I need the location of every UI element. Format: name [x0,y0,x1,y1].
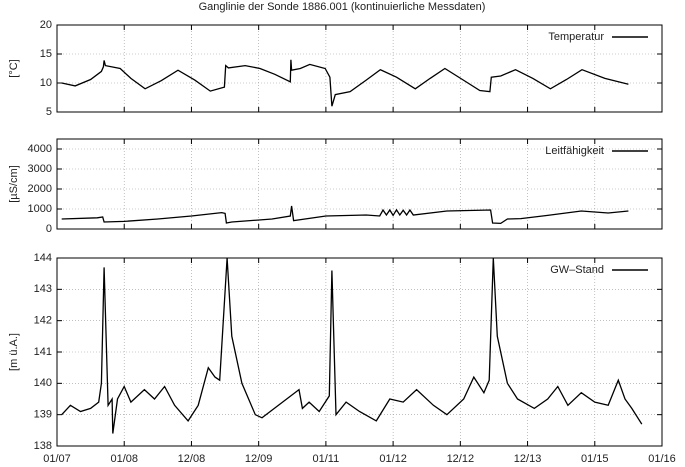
plot-frame [56,257,663,447]
chart-title: Ganglinie der Sonde 1886.001 (kontinuier… [199,1,486,13]
x-tick-label: 12/08 [178,453,206,465]
x-tick-label: 01/16 [648,453,676,465]
x-tick-label: 01/08 [110,453,138,465]
data-line [61,257,643,434]
y-axis-label: [m ü.A.] [8,333,20,371]
y-tick-label: 15 [40,48,52,60]
x-tick-label: 01/11 [313,453,340,465]
x-tick-label: 12/13 [514,453,542,465]
y-tick-label: 144 [34,252,52,264]
x-tick-label: 12/12 [447,453,475,465]
plot-frame [56,24,663,113]
y-tick-label: 20 [40,19,52,31]
y-tick-label: 4000 [28,143,52,155]
legend-label: GW–Stand [550,264,604,276]
data-line [61,205,629,225]
data-line [61,59,629,107]
y-axis-label: [°C] [8,59,20,77]
y-tick-label: 3000 [28,163,52,175]
legend-label: Leitfähigkeit [545,145,604,157]
y-tick-label: 0 [46,223,52,235]
x-tick-label: 01/12 [379,453,407,465]
y-axis-label: [µS/cm] [8,165,20,203]
y-tick-label: 10 [40,77,52,89]
x-tick-label: 01/15 [581,453,609,465]
y-tick-label: 139 [34,409,52,421]
y-tick-label: 141 [34,346,52,358]
y-tick-label: 143 [34,283,52,295]
y-tick-label: 2000 [28,183,52,195]
y-tick-label: 5 [46,106,52,118]
plot-frame [56,138,663,230]
y-tick-label: 140 [34,377,52,389]
y-tick-label: 138 [34,440,52,452]
x-tick-label: 01/07 [43,453,71,465]
legend-label: Temperatur [548,31,604,43]
x-tick-label: 12/09 [245,453,273,465]
y-tick-label: 1000 [28,203,52,215]
y-tick-label: 142 [34,315,52,327]
